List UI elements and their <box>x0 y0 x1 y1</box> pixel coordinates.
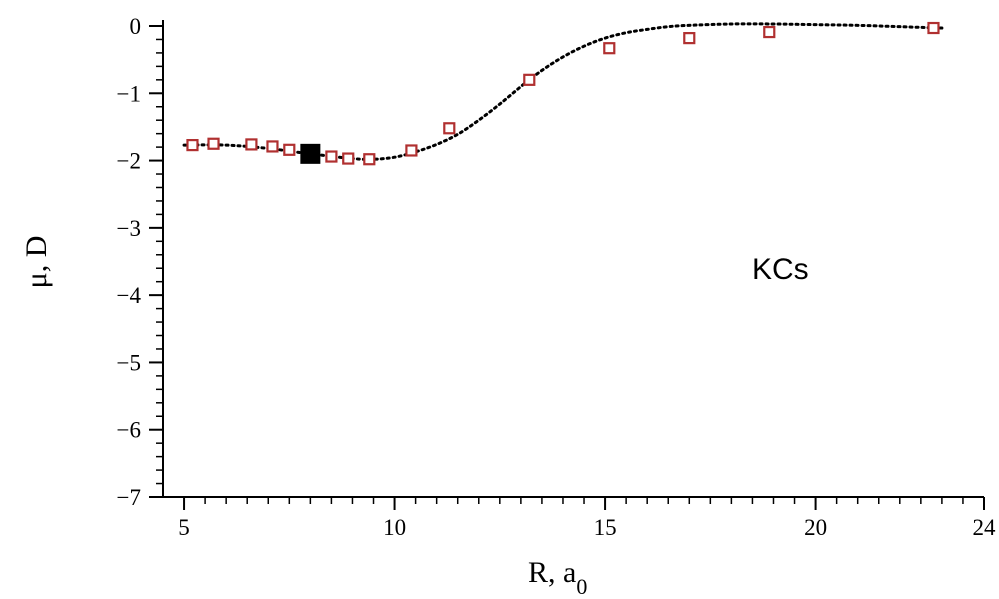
marker-layer <box>186 21 940 166</box>
y-tick-label: −1 <box>117 81 141 106</box>
y-tick-label: −5 <box>117 350 141 375</box>
data-point <box>283 143 296 156</box>
fit-curve <box>182 22 944 161</box>
data-point <box>266 140 279 153</box>
data-point <box>342 152 355 165</box>
data-point <box>363 153 376 166</box>
x-tick-label: 5 <box>178 515 190 540</box>
axes <box>162 20 984 498</box>
data-point <box>603 42 616 55</box>
highlight-point <box>300 143 321 164</box>
data-point <box>405 144 418 157</box>
y-tick-label: −2 <box>117 149 141 174</box>
x-tick-label: 10 <box>383 515 406 540</box>
annotation-label: KCs <box>752 253 809 286</box>
fit-curve-layer <box>182 22 944 161</box>
y-tick-label: −4 <box>117 283 142 308</box>
data-point <box>683 32 696 45</box>
y-tick-label: 0 <box>130 14 142 39</box>
data-point <box>186 138 199 152</box>
data-point <box>325 150 338 163</box>
data-point <box>245 138 258 151</box>
x-axis-title: R, a0 <box>528 556 587 599</box>
data-point <box>523 73 536 86</box>
y-axis-title: μ, D <box>20 236 53 289</box>
x-tick-label: 20 <box>804 515 827 540</box>
y-tick-label: −7 <box>117 485 141 510</box>
data-point <box>443 122 456 135</box>
data-point <box>927 21 940 35</box>
x-tick-label: 24 <box>973 515 997 540</box>
x-tick-label: 15 <box>594 515 617 540</box>
y-tick-label: −3 <box>117 216 141 241</box>
ticks: 0 −1 −2 −3 −4 −5 −6 −7 5 10 15 20 24 <box>117 14 996 540</box>
y-tick-label: −6 <box>117 418 141 443</box>
data-point <box>207 137 220 150</box>
data-point <box>763 25 776 39</box>
